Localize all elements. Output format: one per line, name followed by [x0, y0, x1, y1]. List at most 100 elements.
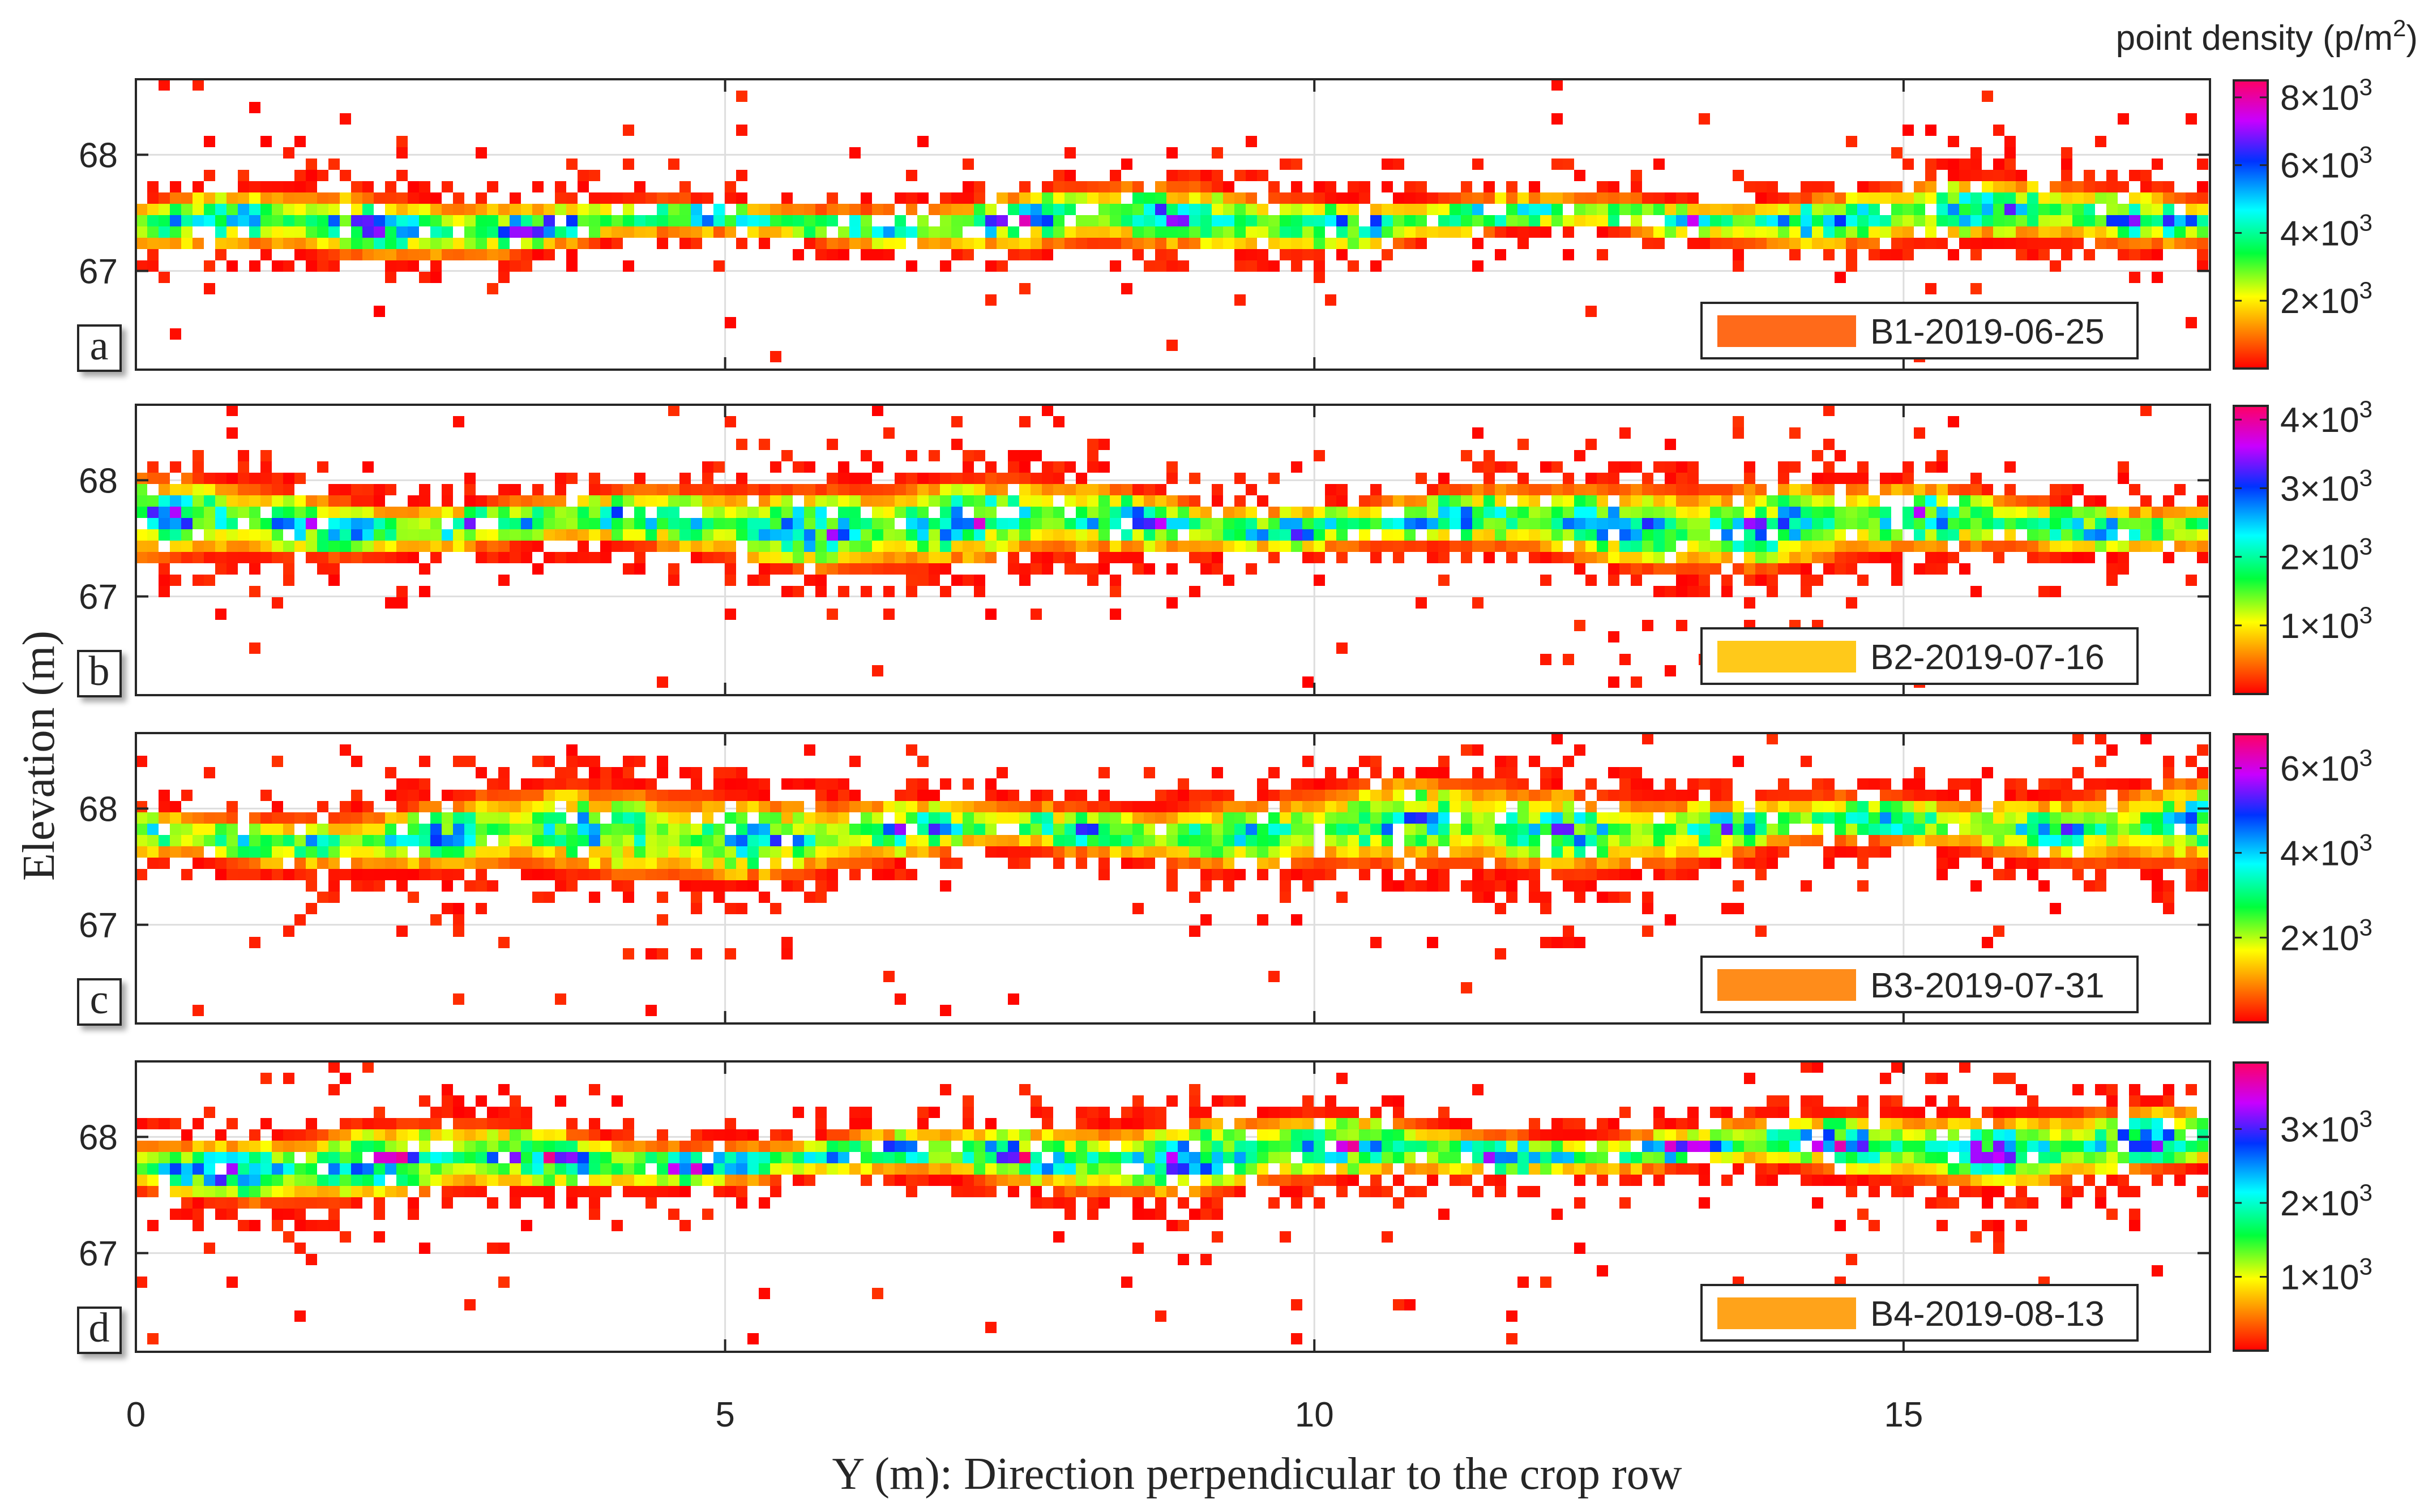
density-cell [645, 869, 657, 880]
colorbar-gradient [2233, 79, 2269, 370]
density-cell [1155, 1163, 1166, 1175]
density-cell [2072, 204, 2084, 215]
density-cell [1891, 249, 1903, 260]
density-cell [1178, 181, 1189, 192]
density-cell [1166, 801, 1178, 812]
density-cell [1472, 858, 1484, 869]
density-cell [283, 1163, 294, 1175]
density-cell [555, 1175, 566, 1186]
density-cell [1925, 170, 1936, 181]
density-cell [328, 858, 340, 869]
density-cell [430, 238, 442, 249]
density-cell [2163, 238, 2174, 249]
density-cell [702, 226, 713, 238]
density-cell [838, 204, 849, 215]
density-cell [1563, 159, 1574, 170]
density-cell [1676, 215, 1687, 226]
density-cell [2118, 238, 2129, 249]
density-cell [1699, 778, 1710, 790]
density-cell [1008, 552, 1019, 563]
colorbar-tick-exp: 3 [2359, 396, 2372, 422]
density-cell [521, 869, 532, 880]
legend: B2-2019-07-16 [1700, 627, 2139, 685]
density-cell [578, 756, 589, 767]
density-cell [657, 238, 668, 249]
density-cell [226, 858, 238, 869]
density-cell [1880, 226, 1891, 238]
density-cell [1801, 575, 1812, 586]
density-cell [2163, 801, 2174, 812]
density-cell [215, 529, 226, 541]
density-cell [815, 575, 827, 586]
density-cell [1574, 869, 1585, 880]
density-cell [1767, 181, 1778, 192]
density-cell [362, 858, 374, 869]
density-cell [1948, 846, 1959, 858]
density-cell [476, 1141, 487, 1152]
density-cell [1733, 801, 1744, 812]
density-cell [1665, 812, 1676, 824]
density-cell [940, 812, 951, 824]
density-cell [997, 812, 1008, 824]
density-cell [1166, 518, 1178, 529]
density-cell [1914, 204, 1925, 215]
density-cell [1427, 226, 1438, 238]
density-cell [374, 824, 385, 835]
density-cell [1348, 192, 1359, 204]
density-cell [838, 778, 849, 790]
density-cell [1438, 226, 1450, 238]
density-cell [1959, 541, 1970, 552]
density-cell [679, 858, 691, 869]
density-cell [1019, 283, 1031, 294]
density-cell [1416, 858, 1427, 869]
density-cell [2197, 778, 2208, 790]
density-cell [260, 495, 272, 507]
density-cell [1132, 541, 1144, 552]
density-cell [181, 835, 193, 846]
density-cell [1767, 586, 1778, 597]
density-cell [668, 824, 679, 835]
density-cell [668, 575, 679, 586]
density-cell [1948, 226, 1959, 238]
density-cell [453, 869, 464, 880]
density-cell [272, 181, 283, 192]
density-cell [2016, 170, 2027, 181]
density-cell [260, 1152, 272, 1163]
density-cell [1914, 541, 1925, 552]
density-cell [1416, 507, 1427, 518]
density-cell [1767, 192, 1778, 204]
density-cell [1517, 226, 1529, 238]
density-cell [555, 993, 566, 1005]
density-cell [2004, 541, 2016, 552]
density-cell [1064, 846, 1076, 858]
density-cell [1144, 801, 1155, 812]
density-cell [2004, 484, 2016, 495]
density-cell [1789, 204, 1801, 215]
density-cell [1506, 192, 1517, 204]
colorbar-tick-label: 6×103 [2280, 142, 2372, 186]
density-cell [1517, 507, 1529, 518]
density-cell [827, 824, 838, 835]
density-cell [226, 1163, 238, 1175]
density-cell [1936, 846, 1948, 858]
density-cell [1257, 226, 1268, 238]
density-cell [1631, 192, 1642, 204]
density-cell [1008, 461, 1019, 473]
density-cell [1993, 170, 2004, 181]
density-cell [578, 1186, 589, 1197]
density-cell [1189, 1095, 1200, 1107]
density-cell [238, 1141, 249, 1152]
density-cell [1914, 778, 1925, 790]
density-cell [951, 1175, 963, 1186]
density-cell [2118, 215, 2129, 226]
density-cell [1280, 1129, 1291, 1141]
density-cell [1891, 192, 1903, 204]
density-cell [668, 1152, 679, 1163]
legend-swatch [1717, 315, 1856, 347]
density-cell [1461, 541, 1472, 552]
density-cell [1110, 1129, 1121, 1141]
density-cell [1710, 790, 1721, 801]
density-cell [895, 846, 906, 858]
density-cell [861, 1141, 872, 1152]
density-cell [2163, 552, 2174, 563]
